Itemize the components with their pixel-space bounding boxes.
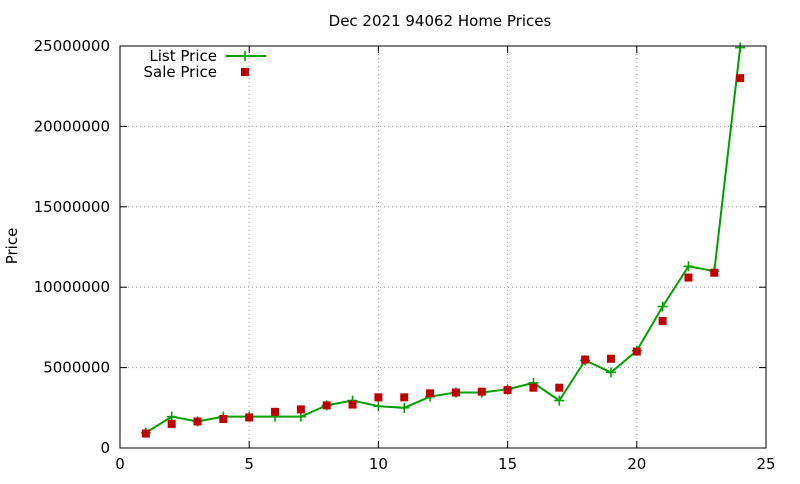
series-layer	[140, 42, 746, 438]
list-price-point	[554, 395, 565, 406]
sale-price-point	[736, 74, 745, 83]
chart-title: Dec 2021 94062 Home Prices	[329, 12, 552, 30]
x-tick-label: 15	[498, 455, 517, 473]
series-sale-price	[141, 74, 745, 438]
list-price-point	[657, 301, 668, 312]
sale-price-point	[710, 268, 719, 277]
sale-price-point	[348, 400, 357, 409]
y-tick-label: 15000000	[34, 198, 110, 216]
sale-price-point	[529, 383, 538, 392]
x-tick-label: 5	[244, 455, 254, 473]
x-tick-label: 0	[115, 455, 125, 473]
grid-lines	[120, 46, 766, 448]
plot-frame	[119, 45, 767, 449]
sale-price-point	[219, 415, 228, 424]
sale-price-point	[426, 389, 435, 398]
sale-price-point	[245, 413, 254, 422]
sale-price-point	[658, 316, 667, 325]
y-tick-label: 0	[100, 439, 110, 457]
sale-price-point	[606, 354, 615, 363]
y-tick-label: 20000000	[34, 117, 110, 135]
sale-price-point	[296, 405, 305, 414]
y-tick-label: 10000000	[34, 278, 110, 296]
list-price-point	[399, 402, 410, 413]
list-price-point	[683, 261, 694, 272]
series-list-price	[140, 42, 746, 438]
sale-price-point	[555, 383, 564, 392]
x-tick-label: 20	[627, 455, 646, 473]
list-price-point	[605, 367, 616, 378]
sale-price-point	[167, 419, 176, 428]
sale-price-point	[581, 355, 590, 364]
sale-price-point	[400, 393, 409, 402]
x-tick-label: 10	[369, 455, 388, 473]
tick-labels: 0 5 10 15 20 25 0 5000000 10000000 15000000 200000…	[34, 37, 776, 473]
sale-price-point	[451, 388, 460, 397]
sale-price-point	[374, 393, 383, 402]
sale-price-point	[193, 417, 202, 426]
sale-price-point	[503, 386, 512, 395]
list-price-point	[735, 42, 746, 53]
list-price-line	[145, 47, 742, 434]
legend-square-swatch	[241, 68, 249, 76]
sale-price-point	[141, 429, 150, 438]
sale-price-point	[271, 407, 280, 416]
list-price-point	[373, 401, 384, 412]
plot-border	[119, 45, 767, 449]
legend-plus-swatch	[240, 51, 250, 61]
y-tick-label: 25000000	[34, 37, 110, 55]
legend-label: List Price	[149, 47, 217, 65]
y-tick-label: 5000000	[43, 359, 110, 377]
sale-price-point	[322, 401, 331, 410]
legend-label: Sale Price	[144, 63, 217, 81]
sale-price-point	[477, 387, 486, 396]
sale-price-point	[684, 273, 693, 282]
y-axis-label: Price	[3, 228, 21, 265]
sale-price-point	[632, 347, 641, 356]
x-tick-label: 25	[756, 455, 775, 473]
